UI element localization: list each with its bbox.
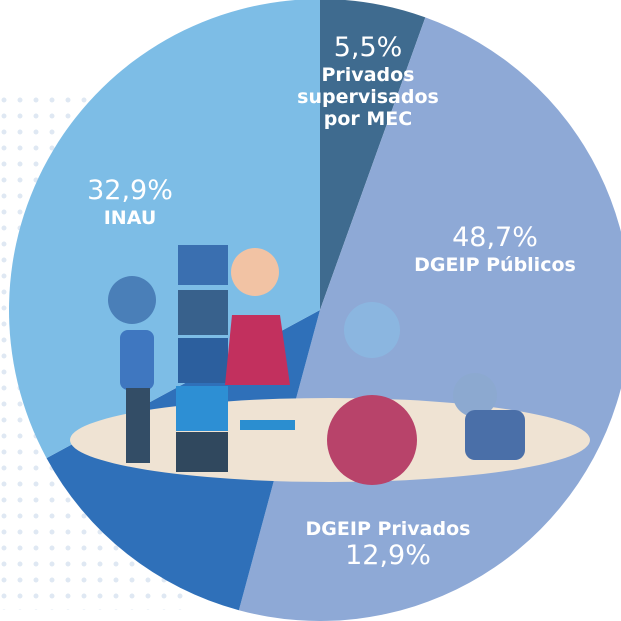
value-label: 48,7%: [452, 222, 538, 253]
category-label: INAU: [103, 207, 157, 229]
pie-slice: [320, 0, 426, 310]
category-label: DGEIP Públicos: [414, 254, 576, 276]
slice-label: 48,7% DGEIP Públicos: [365, 222, 621, 276]
value-label: 32,9%: [87, 175, 173, 206]
value-label: 5,5%: [333, 32, 403, 63]
slice-label: 32,9% INAU: [50, 175, 210, 229]
value-label: 12,9%: [345, 540, 431, 571]
slice-label: DGEIP Privados 12,9%: [258, 518, 518, 572]
illustration: [70, 245, 590, 485]
category-label: Privados supervisados por MEC: [297, 64, 439, 130]
slice-label: 5,5% Privados supervisados por MEC: [283, 32, 453, 130]
category-label: DGEIP Privados: [305, 518, 471, 540]
